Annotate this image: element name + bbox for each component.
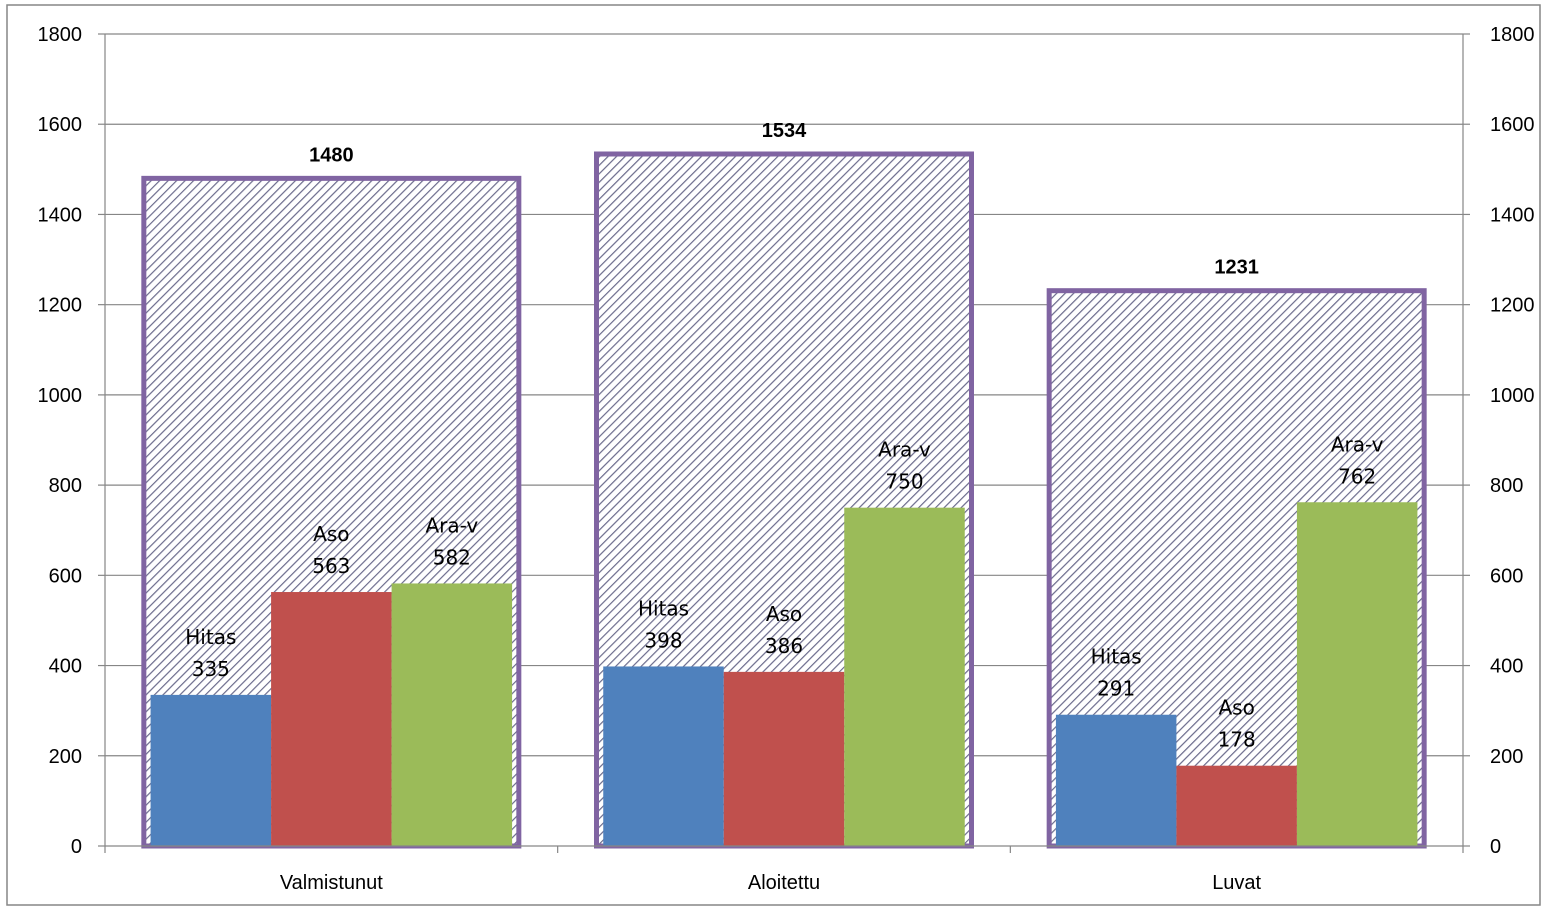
- y2-tick-label: 1000: [1490, 385, 1535, 407]
- data-label-series-name: Ara-v: [425, 513, 478, 537]
- y2-tick-label: 1800: [1490, 24, 1535, 46]
- y2-tick-label: 1600: [1490, 114, 1535, 136]
- data-label-series-name: Aso: [313, 522, 349, 546]
- y2-tick-label: 200: [1490, 746, 1523, 768]
- y-tick-label: 1000: [38, 385, 83, 407]
- data-label-series-name: Ara-v: [878, 438, 931, 462]
- y2-tick-label: 1200: [1490, 295, 1535, 317]
- x-tick-label: Valmistunut: [280, 872, 383, 894]
- data-label-series-name: Ara-v: [1331, 432, 1384, 456]
- y-tick-label: 1600: [38, 114, 83, 136]
- bar-hitas: [150, 694, 272, 846]
- y2-tick-label: 1400: [1490, 204, 1535, 226]
- y-tick-label: 400: [49, 656, 82, 678]
- data-label-series-name: Hitas: [1091, 645, 1142, 669]
- x-tick-label: Aloitettu: [748, 872, 820, 894]
- bar-hitas: [1055, 714, 1177, 846]
- bar-aso: [1176, 765, 1297, 846]
- data-label-value: 563: [312, 554, 350, 578]
- data-label-value: 291: [1097, 677, 1135, 701]
- bar-aso: [271, 592, 392, 846]
- data-label-series-name: Hitas: [638, 596, 689, 620]
- y2-tick-label: 800: [1490, 475, 1523, 497]
- y-tick-label: 1800: [38, 24, 83, 46]
- bar-ara-v: [844, 507, 965, 846]
- y-tick-label: 1200: [38, 295, 83, 317]
- bar-ara-v: [391, 583, 513, 846]
- data-label-series-name: Aso: [1218, 696, 1254, 720]
- y2-tick-label: 400: [1490, 656, 1523, 678]
- y-tick-label: 600: [49, 565, 82, 587]
- y-tick-label: 1400: [38, 204, 83, 226]
- bar-aso: [723, 671, 845, 846]
- y2-tick-label: 0: [1490, 836, 1501, 858]
- data-label-value: 178: [1218, 728, 1256, 752]
- y-tick-label: 0: [71, 836, 82, 858]
- total-label: 1534: [762, 120, 807, 142]
- y2-tick-label: 600: [1490, 565, 1523, 587]
- data-label-value: 335: [192, 657, 230, 681]
- x-tick-label: Luvat: [1212, 872, 1261, 894]
- bar-ara-v: [1296, 502, 1418, 846]
- data-label-value: 750: [885, 470, 923, 494]
- data-label-value: 398: [644, 628, 682, 652]
- total-label: 1231: [1214, 257, 1259, 279]
- data-label-value: 386: [765, 634, 803, 658]
- y-tick-label: 200: [49, 746, 82, 768]
- chart-border: [6, 4, 1541, 906]
- data-label-series-name: Aso: [766, 602, 802, 626]
- bar-hitas: [603, 666, 724, 846]
- total-label: 1480: [309, 144, 354, 166]
- y-tick-label: 800: [49, 475, 82, 497]
- data-label-value: 762: [1338, 464, 1376, 488]
- data-label-series-name: Hitas: [185, 625, 236, 649]
- data-label-value: 582: [433, 545, 471, 569]
